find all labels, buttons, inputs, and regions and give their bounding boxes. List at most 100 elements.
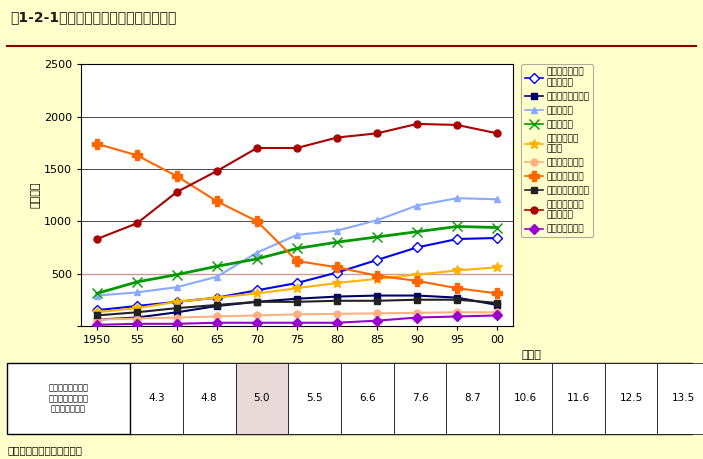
販売従事者 [93, 291, 101, 296]
事務従事者 [173, 285, 181, 290]
Line: 事務従事者: 事務従事者 [93, 195, 501, 299]
Text: 12.5: 12.5 [619, 393, 643, 403]
サービス職業
従事者 [293, 285, 302, 291]
事務従事者 [413, 203, 421, 208]
販売従事者 [173, 272, 181, 277]
管理的職業従事者 [133, 315, 141, 320]
Bar [446, 363, 499, 434]
Y-axis label: （万人）: （万人） [31, 182, 41, 208]
農林漁業作業者 [373, 273, 381, 279]
Bar [552, 363, 605, 434]
運輸・通信従事者 [93, 313, 101, 318]
専門的・技術的
職業従事者 [453, 236, 461, 242]
事務従事者 [373, 218, 381, 223]
技能工，採掘・
製造・建設 [373, 130, 381, 136]
販売従事者 [373, 234, 381, 240]
保安職業従事者 [253, 313, 262, 318]
サービス職業
従事者 [173, 299, 181, 305]
事務従事者 [93, 293, 101, 298]
運輸・通信従事者 [133, 309, 141, 315]
技能工，採掘・
製造・建設 [493, 130, 501, 136]
運輸・通信従事者 [213, 302, 221, 308]
運輸・通信従事者 [413, 297, 421, 302]
専門的・技術的
職業従事者 [493, 235, 501, 241]
管理的職業従事者 [413, 293, 421, 298]
技能工，採掘・
製造・建設 [93, 236, 101, 242]
Text: 4.8: 4.8 [201, 393, 217, 403]
Bar [236, 363, 288, 434]
Line: 専門的・技術的
職業従事者: 専門的・技術的 職業従事者 [93, 235, 501, 313]
販売従事者 [133, 279, 141, 285]
技能工，採掘・
製造・建設 [413, 121, 421, 127]
分類不能の職業 [173, 321, 181, 326]
保安職業従事者 [453, 309, 461, 315]
技能工，採掘・
製造・建設 [453, 122, 461, 128]
分類不能の職業 [493, 313, 501, 318]
分類不能の職業 [373, 318, 381, 324]
専門的・技術的
職業従事者 [253, 287, 262, 293]
Bar [657, 363, 703, 434]
事務従事者 [293, 232, 302, 238]
専門的・技術的
職業従事者 [333, 270, 341, 275]
運輸・通信従事者 [173, 305, 181, 311]
サービス職業
従事者 [133, 305, 141, 311]
Line: 技能工，採掘・
製造・建設: 技能工，採掘・ 製造・建設 [93, 120, 501, 242]
Text: 13.5: 13.5 [672, 393, 695, 403]
Line: 分類不能の職業: 分類不能の職業 [93, 312, 501, 328]
サービス職業
従事者 [493, 264, 501, 270]
保安職業従事者 [93, 317, 101, 322]
Text: 専門的・技術的職
業従事者の全従事
者に占める割合: 専門的・技術的職 業従事者の全従事 者に占める割合 [49, 384, 89, 413]
Text: 8.7: 8.7 [465, 393, 481, 403]
Line: 保安職業従事者: 保安職業従事者 [93, 309, 501, 323]
保安職業従事者 [213, 313, 221, 319]
農林漁業作業者 [413, 278, 421, 284]
Bar [341, 363, 394, 434]
農林漁業作業者 [133, 152, 141, 158]
事務従事者 [493, 196, 501, 202]
サービス職業
従事者 [253, 291, 262, 296]
農林漁業作業者 [453, 285, 461, 291]
Text: 6.6: 6.6 [359, 393, 375, 403]
Bar [130, 363, 183, 434]
農林漁業作業者 [293, 258, 302, 264]
事務従事者 [453, 196, 461, 201]
分類不能の職業 [253, 320, 262, 325]
Text: 第1-2-1図　職業分類別就業者数の推移: 第1-2-1図 職業分類別就業者数の推移 [11, 11, 177, 25]
保安職業従事者 [133, 316, 141, 321]
Text: （年）: （年） [521, 350, 541, 360]
事務従事者 [133, 290, 141, 295]
Text: 10.6: 10.6 [514, 393, 537, 403]
販売従事者 [413, 229, 421, 235]
販売従事者 [293, 246, 302, 251]
分類不能の職業 [453, 313, 461, 319]
運輸・通信従事者 [293, 299, 302, 305]
管理的職業従事者 [173, 309, 181, 315]
サービス職業
従事者 [413, 272, 421, 277]
Text: 4.3: 4.3 [148, 393, 165, 403]
技能工，採掘・
製造・建設 [133, 221, 141, 226]
管理的職業従事者 [93, 317, 101, 322]
保安職業従事者 [493, 309, 501, 315]
Bar [183, 363, 236, 434]
農林漁業作業者 [213, 199, 221, 204]
Text: 11.6: 11.6 [567, 393, 590, 403]
販売従事者 [493, 225, 501, 230]
専門的・技術的
職業従事者 [93, 308, 101, 313]
管理的職業従事者 [213, 303, 221, 309]
販売従事者 [213, 263, 221, 269]
運輸・通信従事者 [253, 299, 262, 305]
Bar [394, 363, 446, 434]
Bar [499, 363, 552, 434]
運輸・通信従事者 [453, 297, 461, 302]
分類不能の職業 [133, 321, 141, 326]
分類不能の職業 [293, 320, 302, 325]
サービス職業
従事者 [373, 276, 381, 281]
分類不能の職業 [333, 320, 341, 325]
分類不能の職業 [213, 320, 221, 325]
Line: 販売従事者: 販売従事者 [92, 222, 502, 298]
農林漁業作業者 [493, 291, 501, 296]
専門的・技術的
職業従事者 [373, 257, 381, 263]
技能工，採掘・
製造・建設 [293, 145, 302, 151]
Line: 農林漁業作業者: 農林漁業作業者 [92, 139, 502, 298]
技能工，採掘・
製造・建設 [213, 168, 221, 174]
